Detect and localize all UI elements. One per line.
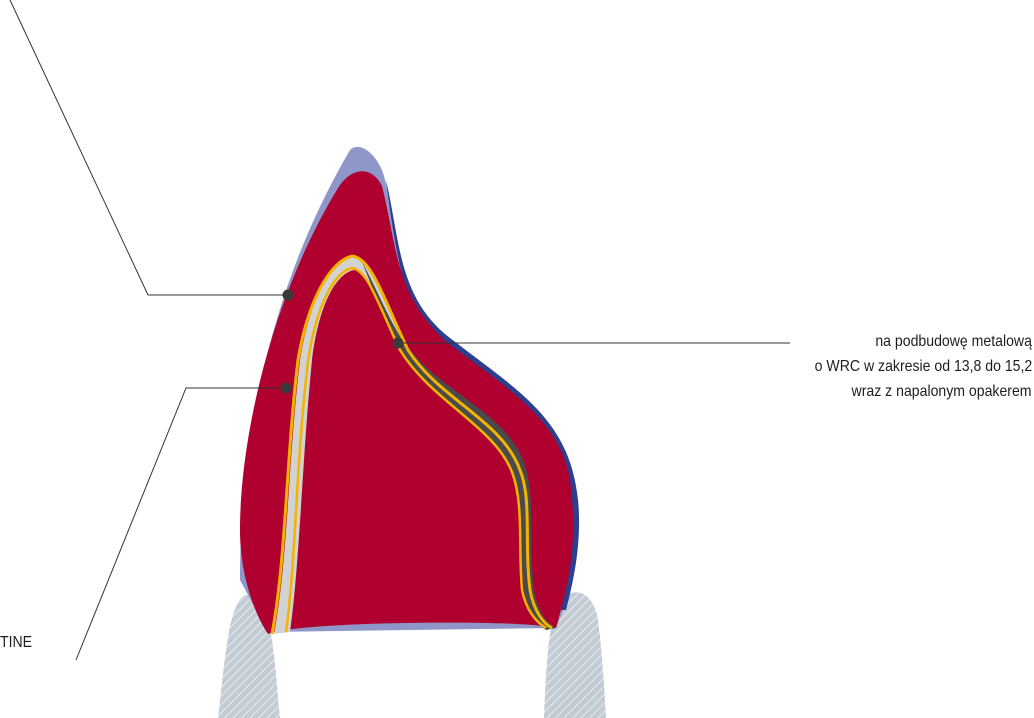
opaquer-line [270,254,553,635]
marker-body-layer [280,382,292,394]
dentine-label: TINE [0,634,33,651]
leader-line-top-left [9,0,288,296]
metal-note-line-2: o WRC w zakresie od 13,8 do 15,2 [814,358,1032,375]
marker-outer-layer [282,289,294,301]
tooth-stump-right [544,592,606,718]
metal-note-line-1: na podbudowę metalową [875,333,1032,350]
opaquer-line-inner [284,266,547,633]
leader-line-bottom-left [75,387,286,661]
marker-coping [392,337,404,349]
metal-note-line-3: wraz z napalonym opakerem [851,383,1032,400]
